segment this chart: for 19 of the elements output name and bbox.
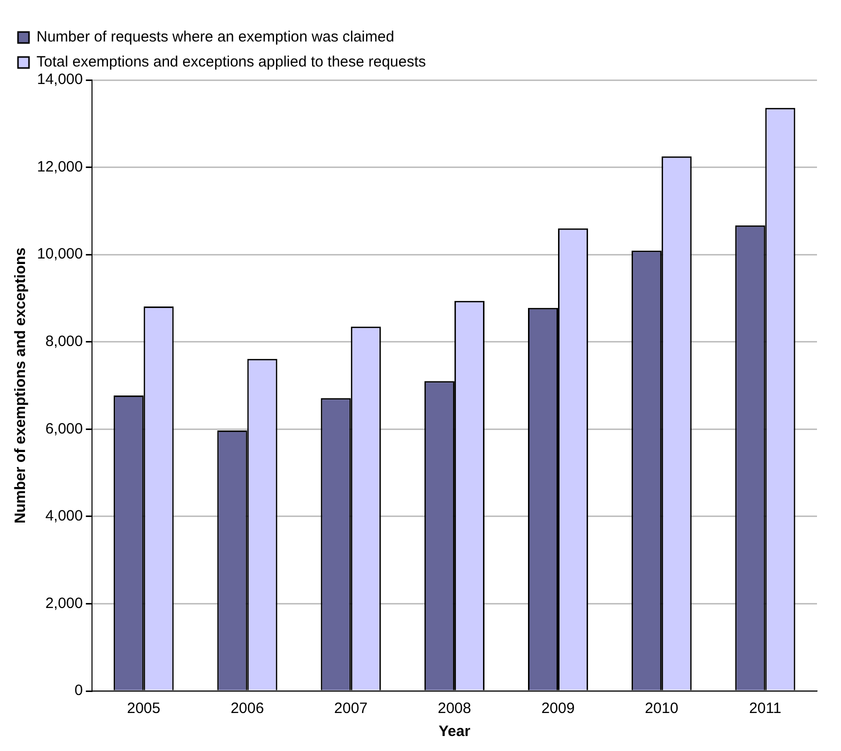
x-tick-label: 2011 [749,700,782,718]
x-tick-label: 2006 [230,700,264,718]
x-tick-label: 2009 [541,700,575,718]
y-tick-label: 10,000 [36,246,83,263]
y-tick-label: 8,000 [45,333,83,350]
y-tick-label: 6,000 [45,420,83,438]
x-tick-label: 2010 [644,700,678,718]
y-tick-label: 0 [74,682,83,700]
y-tick-label: 4,000 [45,508,83,525]
y-tick-label: 12,000 [36,158,83,176]
x-tick-label: 2008 [438,700,472,718]
x-tick-label: 2007 [334,700,368,718]
y-tick-label: 14,000 [36,71,83,88]
legend-label: Total exemptions and exceptions applied to these requests [36,54,426,71]
legend-label: Number of requests where an exemption was claimed [36,28,394,46]
x-axis-title: Year [438,723,470,740]
x-tick-label: 2005 [126,700,160,718]
y-tick-label: 2,000 [45,594,83,612]
y-axis-title: Number of exemptions and exceptions [12,248,30,524]
